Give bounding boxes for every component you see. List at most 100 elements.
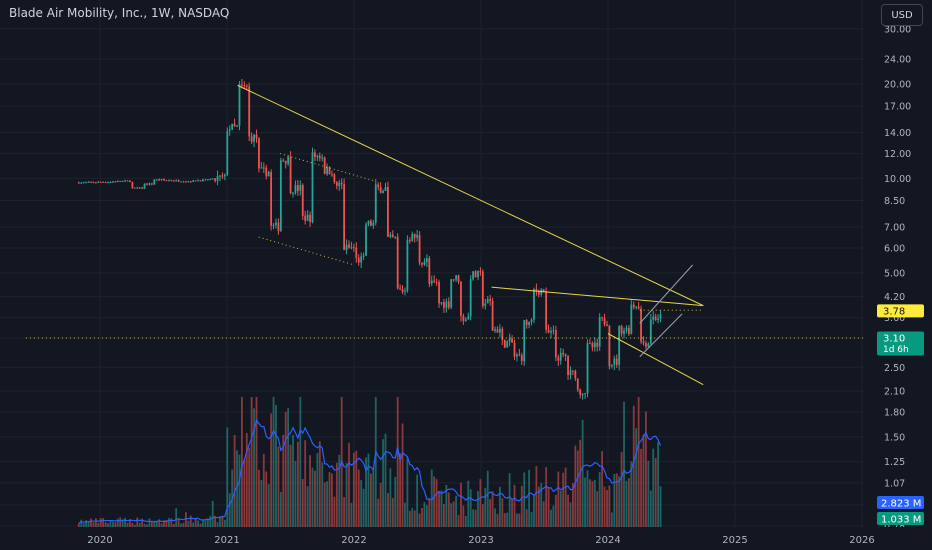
volume-bar: [542, 501, 545, 527]
volume-bar: [265, 471, 268, 527]
volume-bar: [598, 472, 601, 527]
candle-body: [146, 183, 148, 185]
volume-bar: [301, 478, 304, 527]
volume-bar: [572, 483, 574, 527]
volume-bar: [233, 435, 236, 527]
volume-bar: [236, 450, 238, 527]
volume-bar: [537, 486, 540, 527]
volume-bar: [520, 486, 523, 527]
candle-body: [323, 157, 326, 174]
candle-body: [245, 85, 248, 87]
time-axis: [0, 527, 932, 550]
candle-body: [180, 181, 182, 183]
volume-bar: [496, 513, 499, 527]
volume-bar: [155, 521, 158, 527]
volume-bar: [574, 445, 577, 527]
volume-bar: [530, 511, 533, 527]
volume-bar: [150, 521, 153, 527]
currency-button[interactable]: USD: [881, 4, 923, 26]
candle-body: [537, 291, 540, 295]
volume-bar: [610, 512, 613, 527]
candle-body: [418, 234, 421, 263]
volume-bar: [579, 439, 582, 527]
volume-bar: [177, 518, 180, 527]
candle-body: [265, 167, 268, 177]
volume-bar: [180, 523, 182, 527]
candle-body: [635, 306, 638, 308]
candle-body: [623, 330, 625, 334]
volume-bar: [314, 470, 316, 527]
volume-bar: [185, 512, 187, 527]
volume-bar: [311, 467, 314, 527]
candle-body: [647, 343, 650, 347]
volume-bar: [659, 486, 662, 527]
candle-body: [421, 262, 423, 265]
price-tick-label: 24.00: [884, 55, 911, 66]
volume-bar: [511, 498, 513, 527]
candle-body: [494, 329, 496, 331]
volume-bar: [389, 468, 392, 527]
price-tick-label: 2.50: [884, 363, 905, 374]
candle-body: [216, 176, 219, 181]
candle-body: [355, 247, 358, 258]
volume-bar: [136, 517, 139, 527]
candle-body: [469, 279, 472, 317]
volume-label: 2.823 M: [881, 499, 921, 510]
volume-bar: [124, 517, 126, 527]
volume-bar: [355, 450, 358, 527]
candle-body: [640, 308, 642, 342]
candle-body: [107, 182, 109, 184]
volume-bar: [228, 493, 231, 527]
candle-body: [124, 180, 126, 182]
volume-bar: [318, 441, 321, 527]
volume-bar: [438, 490, 440, 527]
candle-body: [112, 181, 114, 183]
candle-body: [423, 261, 426, 265]
volume-bar: [523, 472, 526, 527]
price-tick-label: 17.00: [884, 102, 911, 113]
candle-body: [642, 341, 645, 344]
volume-bar: [399, 453, 402, 527]
candle-body: [513, 342, 516, 357]
candle-body: [155, 179, 158, 181]
volume-bar: [97, 522, 100, 527]
price-label-countdown: 1d 6h: [883, 345, 909, 355]
candle-body: [241, 84, 243, 86]
volume-bar: [194, 518, 197, 527]
candle-body: [102, 181, 105, 183]
volume-label-box: [877, 496, 924, 509]
candle-body: [496, 329, 499, 333]
candle-body: [379, 186, 382, 193]
price-tick-label: 8.50: [884, 196, 905, 207]
price-label: 3.10: [883, 333, 905, 344]
volume-bar: [114, 522, 117, 527]
candle-body: [99, 181, 102, 183]
candle-body: [559, 352, 562, 361]
volume-bar: [253, 408, 255, 527]
volume-bar: [296, 441, 299, 527]
volume-bar: [413, 510, 416, 527]
volume-bar: [158, 519, 161, 527]
candle-body: [131, 181, 134, 188]
volume-bar: [85, 520, 88, 527]
volume-bar: [418, 513, 421, 527]
volume-bar: [141, 518, 144, 527]
candle-body: [165, 180, 168, 182]
price-tick-label: 0.78: [884, 521, 905, 532]
volume-bar: [445, 484, 448, 527]
candle-body: [104, 182, 107, 184]
candle-body: [391, 234, 394, 238]
volume-bar: [112, 521, 114, 527]
volume-bar: [401, 423, 404, 527]
candle-body: [552, 330, 555, 332]
volume-bar: [596, 491, 599, 527]
candle-body: [223, 174, 226, 177]
candle-body: [316, 155, 319, 157]
volume-bar: [306, 486, 309, 527]
candle-body: [584, 393, 586, 395]
candle-body: [343, 184, 346, 250]
candle-body: [338, 182, 341, 187]
volume-bar: [304, 440, 307, 527]
volume-bar: [586, 470, 589, 527]
